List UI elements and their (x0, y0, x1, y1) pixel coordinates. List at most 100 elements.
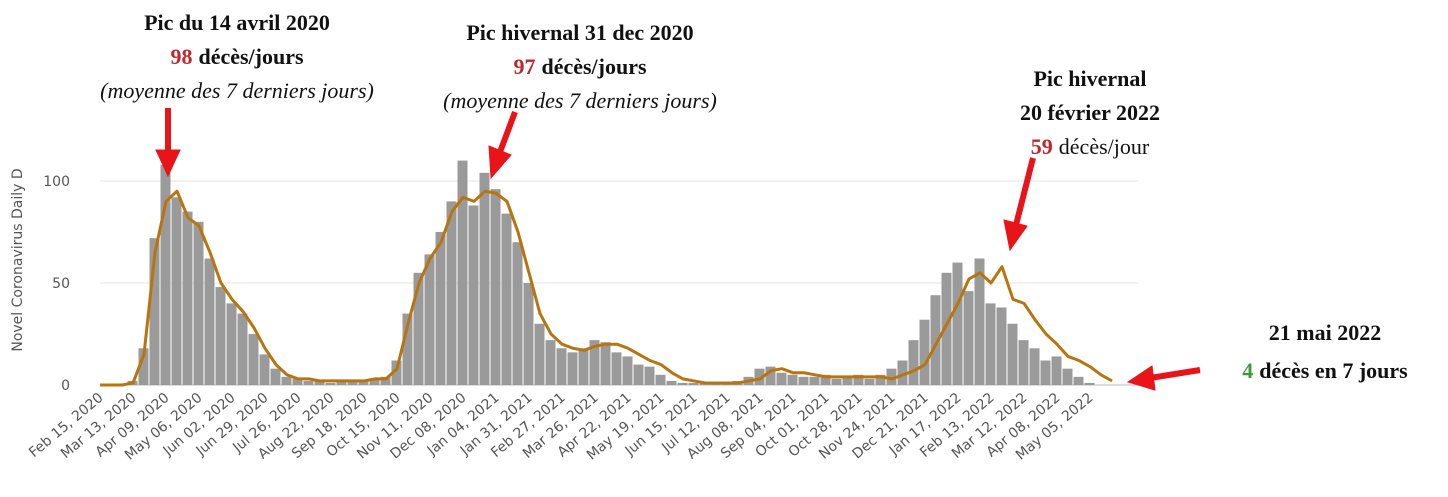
annotation-note: (moyenne des 7 derniers jours) (100, 78, 374, 103)
bar (237, 313, 248, 385)
arrow-head (155, 149, 181, 178)
bar (259, 354, 270, 385)
bar (545, 340, 556, 385)
bar (138, 348, 149, 385)
bar (226, 303, 237, 385)
bar (314, 380, 325, 385)
bar (413, 272, 424, 385)
bar (369, 378, 380, 385)
bar (347, 380, 358, 385)
bar (325, 382, 336, 385)
bar (303, 380, 314, 385)
bar (798, 376, 809, 385)
bar (952, 262, 963, 385)
bar (435, 232, 446, 385)
bar (1062, 368, 1073, 385)
bar (336, 380, 347, 385)
annotation-title: 20 février 2022 (1020, 100, 1160, 125)
bar (182, 211, 193, 385)
bar (160, 164, 171, 385)
bar (787, 374, 798, 385)
annotation-value-line: 98 décès/jours (170, 44, 304, 69)
bar (897, 360, 908, 385)
bar (875, 374, 886, 385)
arrow-head (1003, 219, 1028, 252)
annotation-value-line: 97 décès/jours (513, 54, 647, 79)
bar (600, 342, 611, 385)
y-tick-label: 50 (52, 276, 70, 292)
annotation-unit: décès en 7 jours (1259, 358, 1408, 383)
y-tick-label: 0 (61, 378, 70, 394)
bar (578, 348, 589, 385)
annotation-title: Pic du 14 avril 2020 (144, 10, 330, 35)
bar (974, 258, 985, 385)
bar (809, 376, 820, 385)
arrow-head (1126, 365, 1156, 391)
bar (963, 291, 974, 385)
bar (424, 254, 435, 385)
y-axis-label: Novel Coronavirus Daily D (10, 168, 26, 351)
bar (292, 378, 303, 385)
bar (248, 334, 259, 385)
bar (1040, 360, 1051, 385)
annotation-unit: décès/jours (541, 54, 647, 79)
annotation-note: (moyenne des 7 derniers jours) (443, 88, 717, 113)
bar (567, 352, 578, 385)
bar (523, 283, 534, 385)
annotation-value: 97 (513, 54, 535, 79)
bar (996, 307, 1007, 385)
bar (380, 376, 391, 385)
bar (820, 374, 831, 385)
bar (666, 380, 677, 385)
bar (193, 221, 204, 385)
annotation-unit: décès/jour (1059, 134, 1150, 159)
bar (677, 382, 688, 385)
annotation-unit: décès/jours (198, 44, 304, 69)
bar (215, 287, 226, 385)
bar (171, 197, 182, 385)
bar (776, 372, 787, 385)
bar (270, 368, 281, 385)
annotation-value: 98 (170, 44, 192, 69)
bar (446, 201, 457, 385)
arrow-head (488, 145, 512, 180)
bar (391, 360, 402, 385)
bar (479, 172, 490, 385)
bar (754, 368, 765, 385)
bar (765, 366, 776, 385)
annotation-title: Pic hivernal 31 dec 2020 (466, 20, 693, 45)
bar (831, 378, 842, 385)
bar (556, 348, 567, 385)
annotation-value: 59 (1031, 134, 1053, 159)
bar (534, 323, 545, 385)
bar (1084, 382, 1095, 385)
annotation-title: Pic hivernal (1033, 66, 1146, 91)
bar (919, 319, 930, 385)
bar (1073, 376, 1084, 385)
bar (853, 374, 864, 385)
bar (204, 258, 215, 385)
arrows (155, 108, 1201, 391)
bar (358, 380, 369, 385)
bar (941, 272, 952, 385)
bar (633, 364, 644, 385)
bar (457, 160, 468, 385)
bar (985, 303, 996, 385)
bar (281, 376, 292, 385)
bar (622, 356, 633, 385)
arrow (497, 110, 518, 154)
average-line (100, 189, 1113, 387)
annotation-title: 21 mai 2022 (1269, 320, 1381, 345)
bar (468, 205, 479, 385)
bar (501, 213, 512, 385)
bar (1007, 323, 1018, 385)
annotation-value: 4 (1242, 358, 1253, 383)
annotation-value-line: 4 décès en 7 jours (1242, 358, 1408, 383)
bar (149, 238, 160, 385)
bar (644, 366, 655, 385)
annotation-value-line: 59 décès/jour (1031, 134, 1150, 159)
arrow (1149, 367, 1201, 381)
bar (1018, 340, 1029, 385)
bar (688, 382, 699, 385)
